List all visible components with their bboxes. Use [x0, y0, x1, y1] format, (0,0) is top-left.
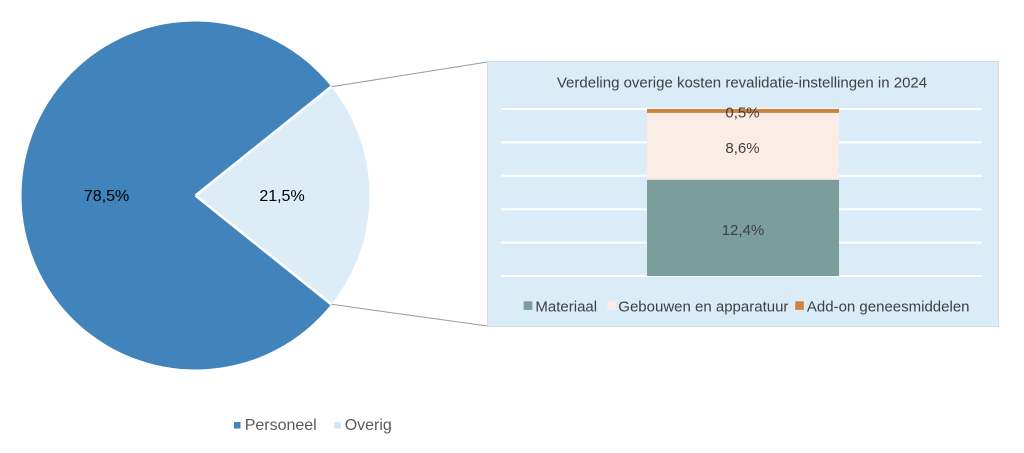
svg-text:0,5%: 0,5%	[725, 105, 759, 122]
svg-text:8,6%: 8,6%	[725, 140, 759, 157]
svg-text:Gebouwen en apparatuur: Gebouwen en apparatuur	[618, 299, 788, 316]
svg-text:Materiaal: Materiaal	[535, 299, 597, 316]
svg-text:Personeel: Personeel	[245, 417, 317, 434]
svg-text:Overig: Overig	[345, 417, 392, 434]
svg-text:78,5%: 78,5%	[84, 188, 129, 205]
svg-text:12,4%: 12,4%	[722, 222, 765, 239]
svg-text:Verdeling overige kosten reval: Verdeling overige kosten revalidatie-ins…	[557, 75, 927, 92]
svg-text:Add-on geneesmiddelen: Add-on geneesmiddelen	[807, 299, 970, 316]
svg-text:21,5%: 21,5%	[259, 188, 304, 205]
